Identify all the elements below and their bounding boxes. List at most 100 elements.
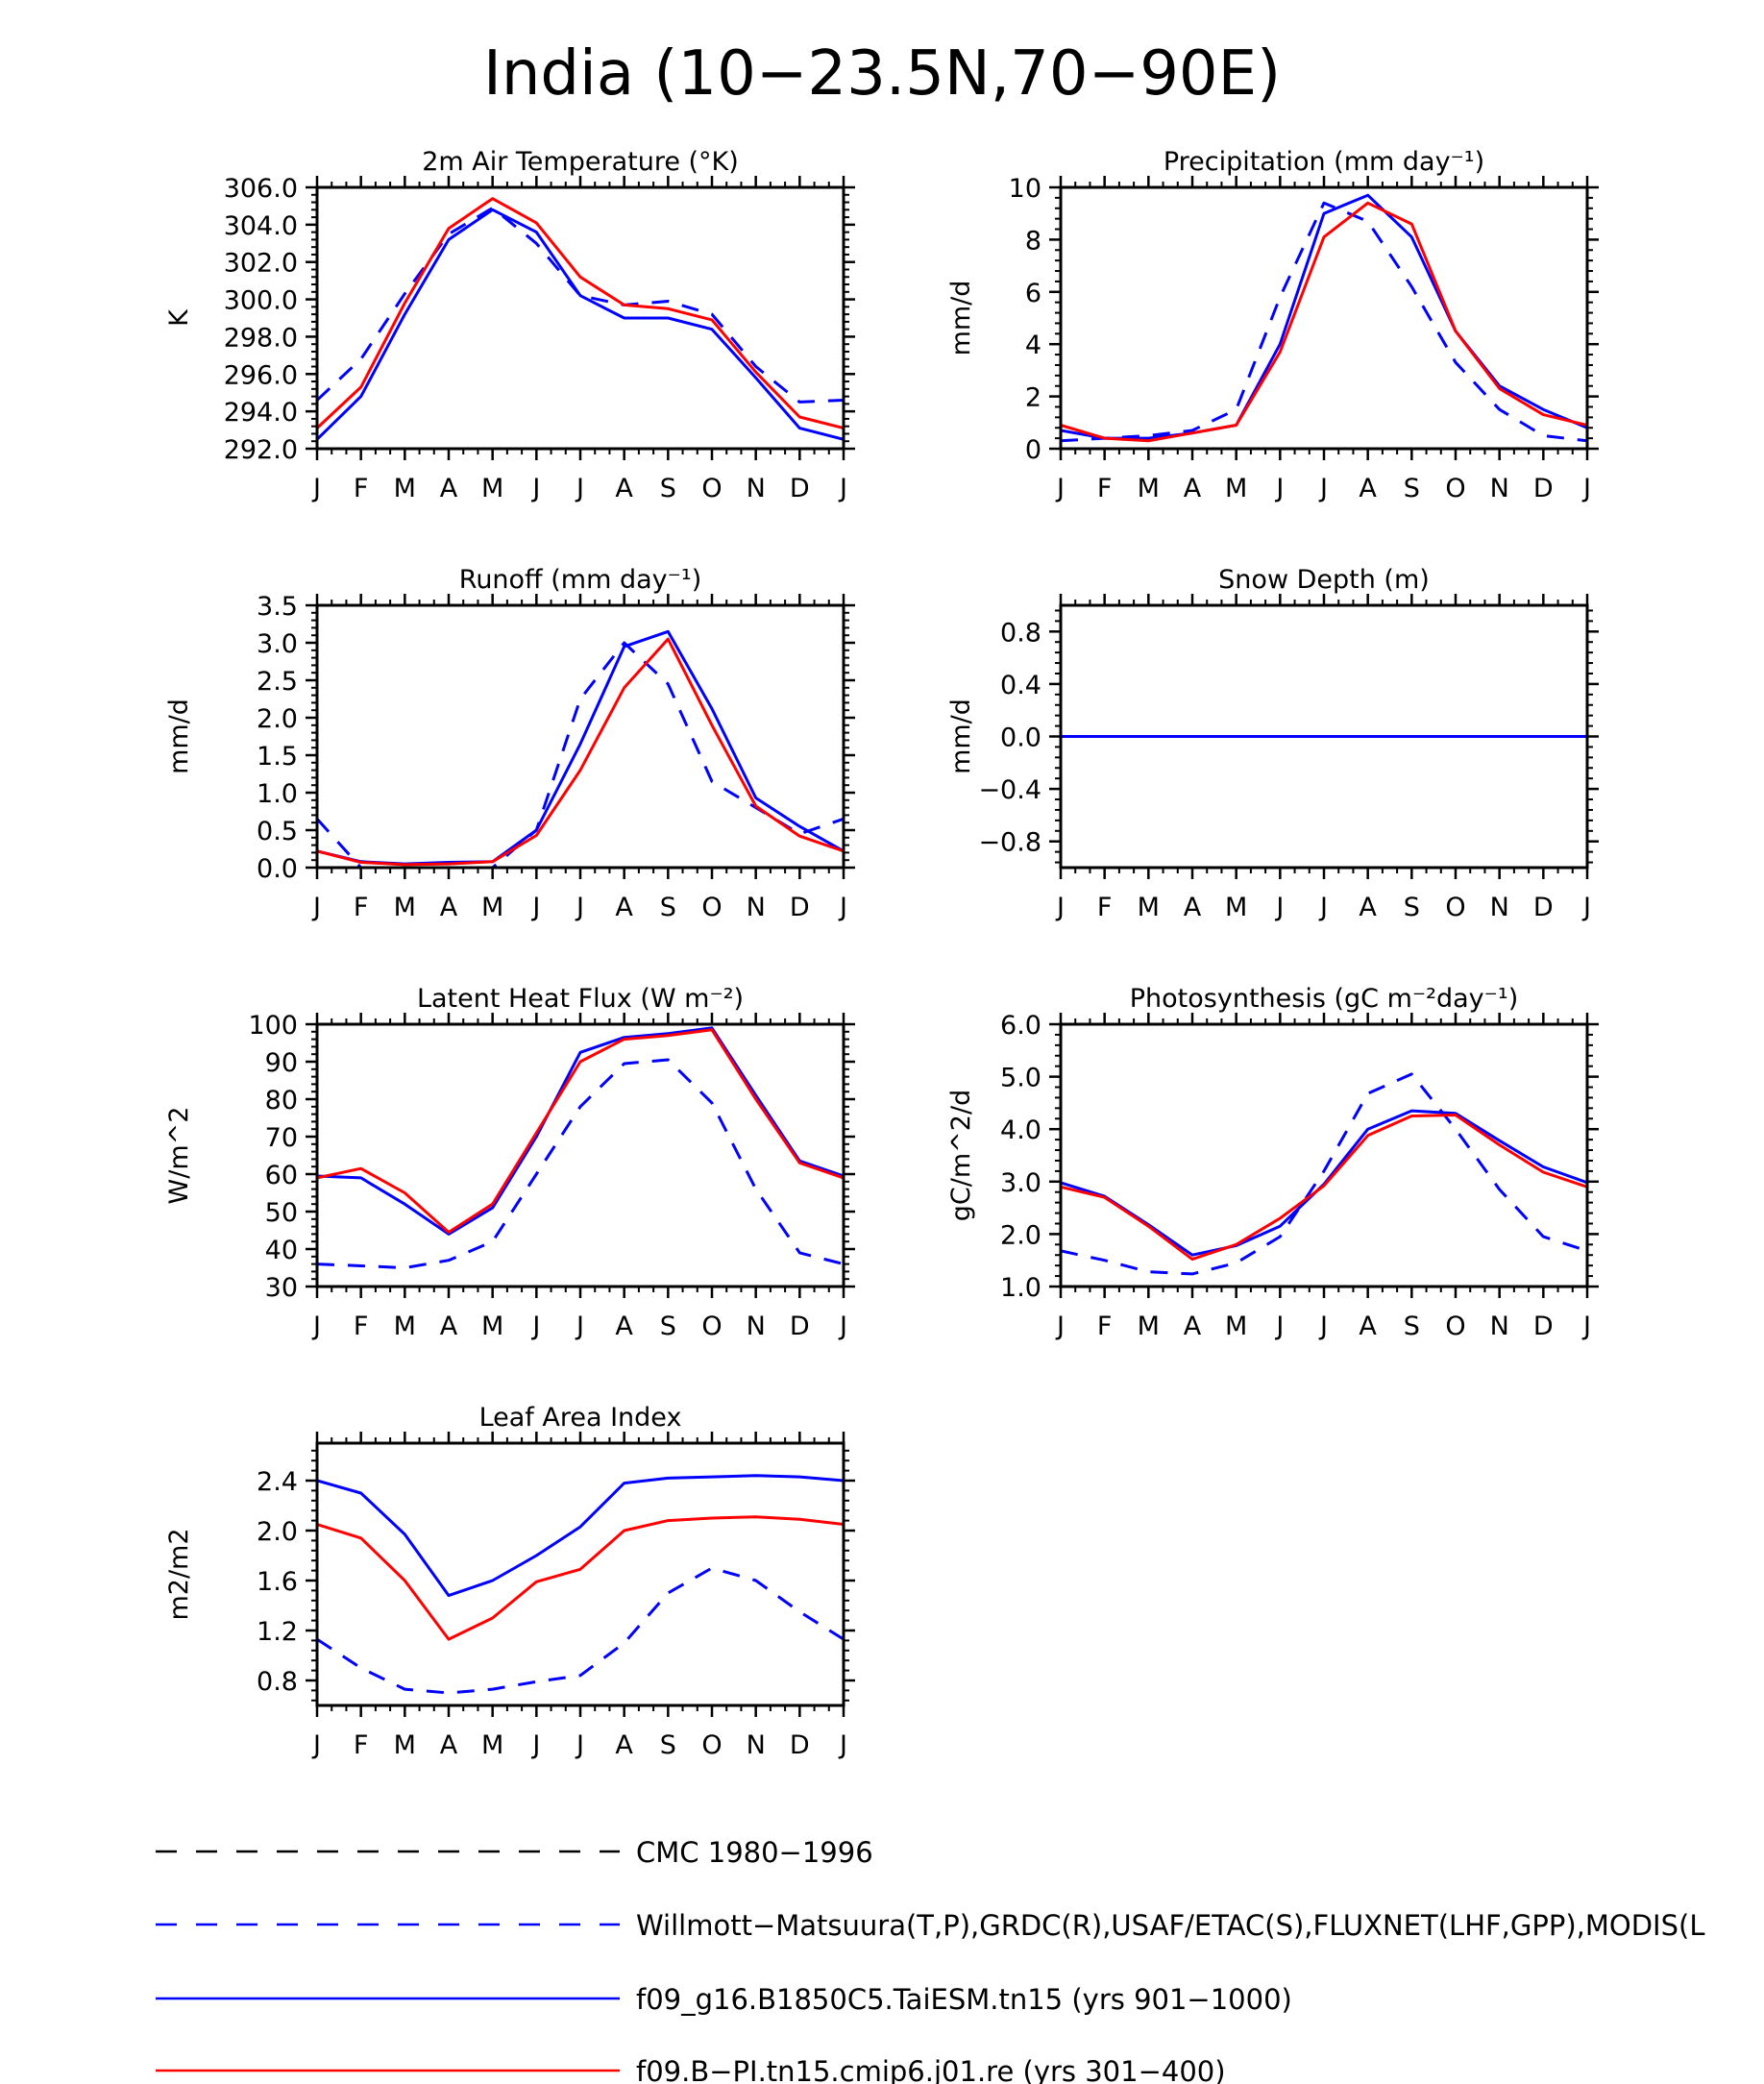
x-tick-label: S <box>660 474 676 503</box>
y-axis-label: mm/d <box>164 699 194 774</box>
legend-item-model2: f09.B−PI.tn15.cmip6.j01.re (yrs 301−400) <box>156 2055 1226 2084</box>
x-tick-label: A <box>1184 1312 1202 1341</box>
x-tick-label: F <box>354 474 369 503</box>
x-tick-label: S <box>660 893 676 922</box>
x-tick-label: F <box>1097 893 1113 922</box>
y-tick-label: 0.8 <box>257 1667 298 1697</box>
y-tick-label: 0 <box>1025 435 1041 465</box>
y-tick-label: 8 <box>1025 226 1041 256</box>
x-tick-label: A <box>440 893 458 922</box>
series-line-model2 <box>317 637 844 867</box>
x-tick-label: M <box>1225 474 1247 503</box>
panel-title: Snow Depth (m) <box>1218 565 1430 595</box>
x-tick-label: F <box>1097 474 1113 503</box>
x-tick-label: J <box>530 474 540 503</box>
x-tick-label: A <box>1359 1312 1377 1341</box>
y-tick-label: 292.0 <box>224 435 298 465</box>
y-tick-label: 3.0 <box>1000 1168 1041 1198</box>
x-tick-label: A <box>615 1312 633 1341</box>
series-line-model1 <box>1061 193 1587 440</box>
x-tick-label: A <box>615 1730 633 1760</box>
series-group <box>317 197 844 441</box>
y-tick-label: 1.5 <box>257 742 298 772</box>
series-line-model2 <box>1061 1114 1587 1262</box>
x-tick-label: J <box>1274 893 1284 922</box>
x-tick-label: M <box>1138 474 1160 503</box>
y-tick-label: 6.0 <box>1000 1011 1041 1041</box>
x-tick-label: S <box>1404 474 1420 503</box>
x-tick-label: D <box>790 1312 810 1341</box>
x-tick-label: S <box>1404 1312 1420 1341</box>
y-tick-label: 6 <box>1025 279 1041 308</box>
y-axis-label: W/m^2 <box>164 1107 194 1205</box>
x-tick-label: M <box>1225 893 1247 922</box>
series-line-obs <box>1061 201 1587 443</box>
y-axis-label: mm/d <box>946 281 976 356</box>
panels: J F M A M J J A S O N D J292.0294.0296.0298.0300.030… <box>164 147 1599 1760</box>
series-group <box>317 1474 844 1695</box>
x-tick-label: O <box>701 474 722 503</box>
x-tick-label: N <box>747 1312 766 1341</box>
x-tick-label: F <box>354 1312 369 1341</box>
series-line-model2 <box>1061 201 1587 443</box>
series-line-obs <box>317 1058 844 1269</box>
x-tick-label: A <box>1184 474 1202 503</box>
y-tick-label: 0.8 <box>1000 618 1041 648</box>
x-tick-label: J <box>311 1312 321 1341</box>
x-tick-label: J <box>575 474 584 503</box>
x-tick-label: J <box>575 1730 584 1760</box>
y-tick-label: 306.0 <box>224 174 298 204</box>
x-tick-label: J <box>838 474 847 503</box>
x-tick-label: D <box>1533 474 1554 503</box>
x-tick-label: J <box>838 893 847 922</box>
x-tick-label: D <box>1533 893 1554 922</box>
y-tick-label: 50 <box>265 1198 298 1228</box>
x-tick-label: M <box>1138 1312 1160 1341</box>
x-tick-label: J <box>311 474 321 503</box>
x-tick-label: M <box>481 1312 503 1341</box>
legend-label: f09_g16.B1850C5.TaiESM.tn15 (yrs 901−100… <box>636 1983 1292 2016</box>
x-tick-label: F <box>354 1730 369 1760</box>
series-group <box>1061 1072 1587 1276</box>
y-tick-label: 90 <box>265 1048 298 1078</box>
panel-title: 2m Air Temperature (°K) <box>422 147 739 177</box>
y-tick-label: 30 <box>265 1273 298 1303</box>
y-tick-label: 5.0 <box>1000 1064 1041 1093</box>
y-tick-label: 70 <box>265 1123 298 1153</box>
y-tick-label: 10 <box>1009 174 1041 204</box>
x-tick-label: M <box>394 1730 416 1760</box>
legend-label: CMC 1980−1996 <box>636 1836 873 1869</box>
y-tick-label: 100 <box>248 1011 298 1041</box>
x-tick-label: O <box>701 893 722 922</box>
y-tick-label: 2.5 <box>257 667 298 697</box>
y-tick-label: 2.4 <box>257 1467 298 1497</box>
panel-title: Latent Heat Flux (W m⁻²) <box>417 984 744 1014</box>
series-line-obs <box>317 641 844 868</box>
series-line-obs <box>1061 1072 1587 1276</box>
y-tick-label: −0.8 <box>978 828 1041 858</box>
x-tick-label: J <box>1318 1312 1328 1341</box>
x-tick-label: J <box>1581 1312 1591 1341</box>
series-line-obs <box>317 1566 844 1695</box>
legend-item-obs: Willmott−Matsuura(T,P),GRDC(R),USAF/ETAC… <box>156 1909 1705 1942</box>
y-tick-label: 304.0 <box>224 211 298 241</box>
x-tick-label: J <box>1055 474 1065 503</box>
x-tick-label: D <box>790 1730 810 1760</box>
y-tick-label: −0.4 <box>978 775 1041 805</box>
x-tick-label: S <box>660 1730 676 1760</box>
figure-title: India (10−23.5N,70−90E) <box>483 38 1281 110</box>
panel-title: Runoff (mm day⁻¹) <box>459 565 701 595</box>
y-tick-label: 4 <box>1025 331 1041 360</box>
series-line-model1 <box>317 208 844 441</box>
plot-frame <box>1059 185 1589 451</box>
x-tick-label: N <box>747 1730 766 1760</box>
series-group <box>317 1026 844 1269</box>
x-tick-label: N <box>1490 893 1509 922</box>
x-tick-label: A <box>440 1312 458 1341</box>
x-tick-label: J <box>1581 474 1591 503</box>
x-tick-label: F <box>1097 1312 1113 1341</box>
